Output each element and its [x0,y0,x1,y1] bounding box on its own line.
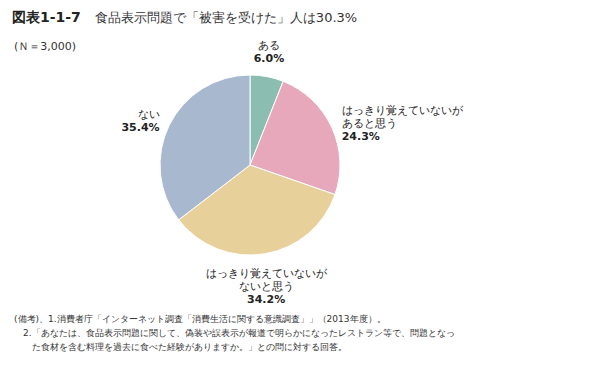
category-label-line: はっきり覚えていないが [342,104,464,117]
category-label-line: ないと思う [239,280,294,293]
annotations: (Ｎ＝3,000) (備考)、1.消費者庁「インターネット調査「消費生活に関する意… [14,40,455,352]
note: (備考)、1.消費者庁「インターネット調査「消費生活に関する意識調査」」（201… [14,314,386,324]
category-label: はっきり覚えていないがあると思う [342,104,464,130]
pie: ある6.0%はっきり覚えていないがあると思う24.3%はっきり覚えていないがない… [121,39,463,306]
labels: ある6.0%はっきり覚えていないがあると思う24.3%はっきり覚えていないがない… [121,39,463,306]
note: た食材を含む料理を過去に食べた経験がありますか。」との問に対する回答。 [14,342,347,352]
category-label-line: ある [258,39,280,52]
data-label: 6.0% [254,52,285,65]
title: 図表1-1-7 [12,9,81,25]
category-label-line: ない [138,108,160,121]
slice [160,75,250,220]
chart: 図表1-1-7 食品表示問題で「被害を受けた」人は30.3% (Ｎ＝3,000) (備… [0,0,600,371]
subtitle: 食品表示問題で「被害を受けた」人は30.3% [95,10,357,25]
category-label-line: あると思う [342,117,397,130]
n-label: (Ｎ＝3,000) [14,40,76,53]
note: 2.「あなたは、食品表示問題に関して、偽装や誤表示が報道で明らかになったレストラ… [14,328,455,338]
category-label-line: はっきり覚えていないが [206,267,328,280]
category-label: はっきり覚えていないがないと思う [206,267,328,293]
data-label: 34.2% [247,293,285,306]
data-label: 35.4% [121,121,159,134]
category-label: ある [258,39,280,52]
slices [160,75,340,255]
category-label: ない [138,108,160,121]
data-label: 24.3% [342,130,380,143]
